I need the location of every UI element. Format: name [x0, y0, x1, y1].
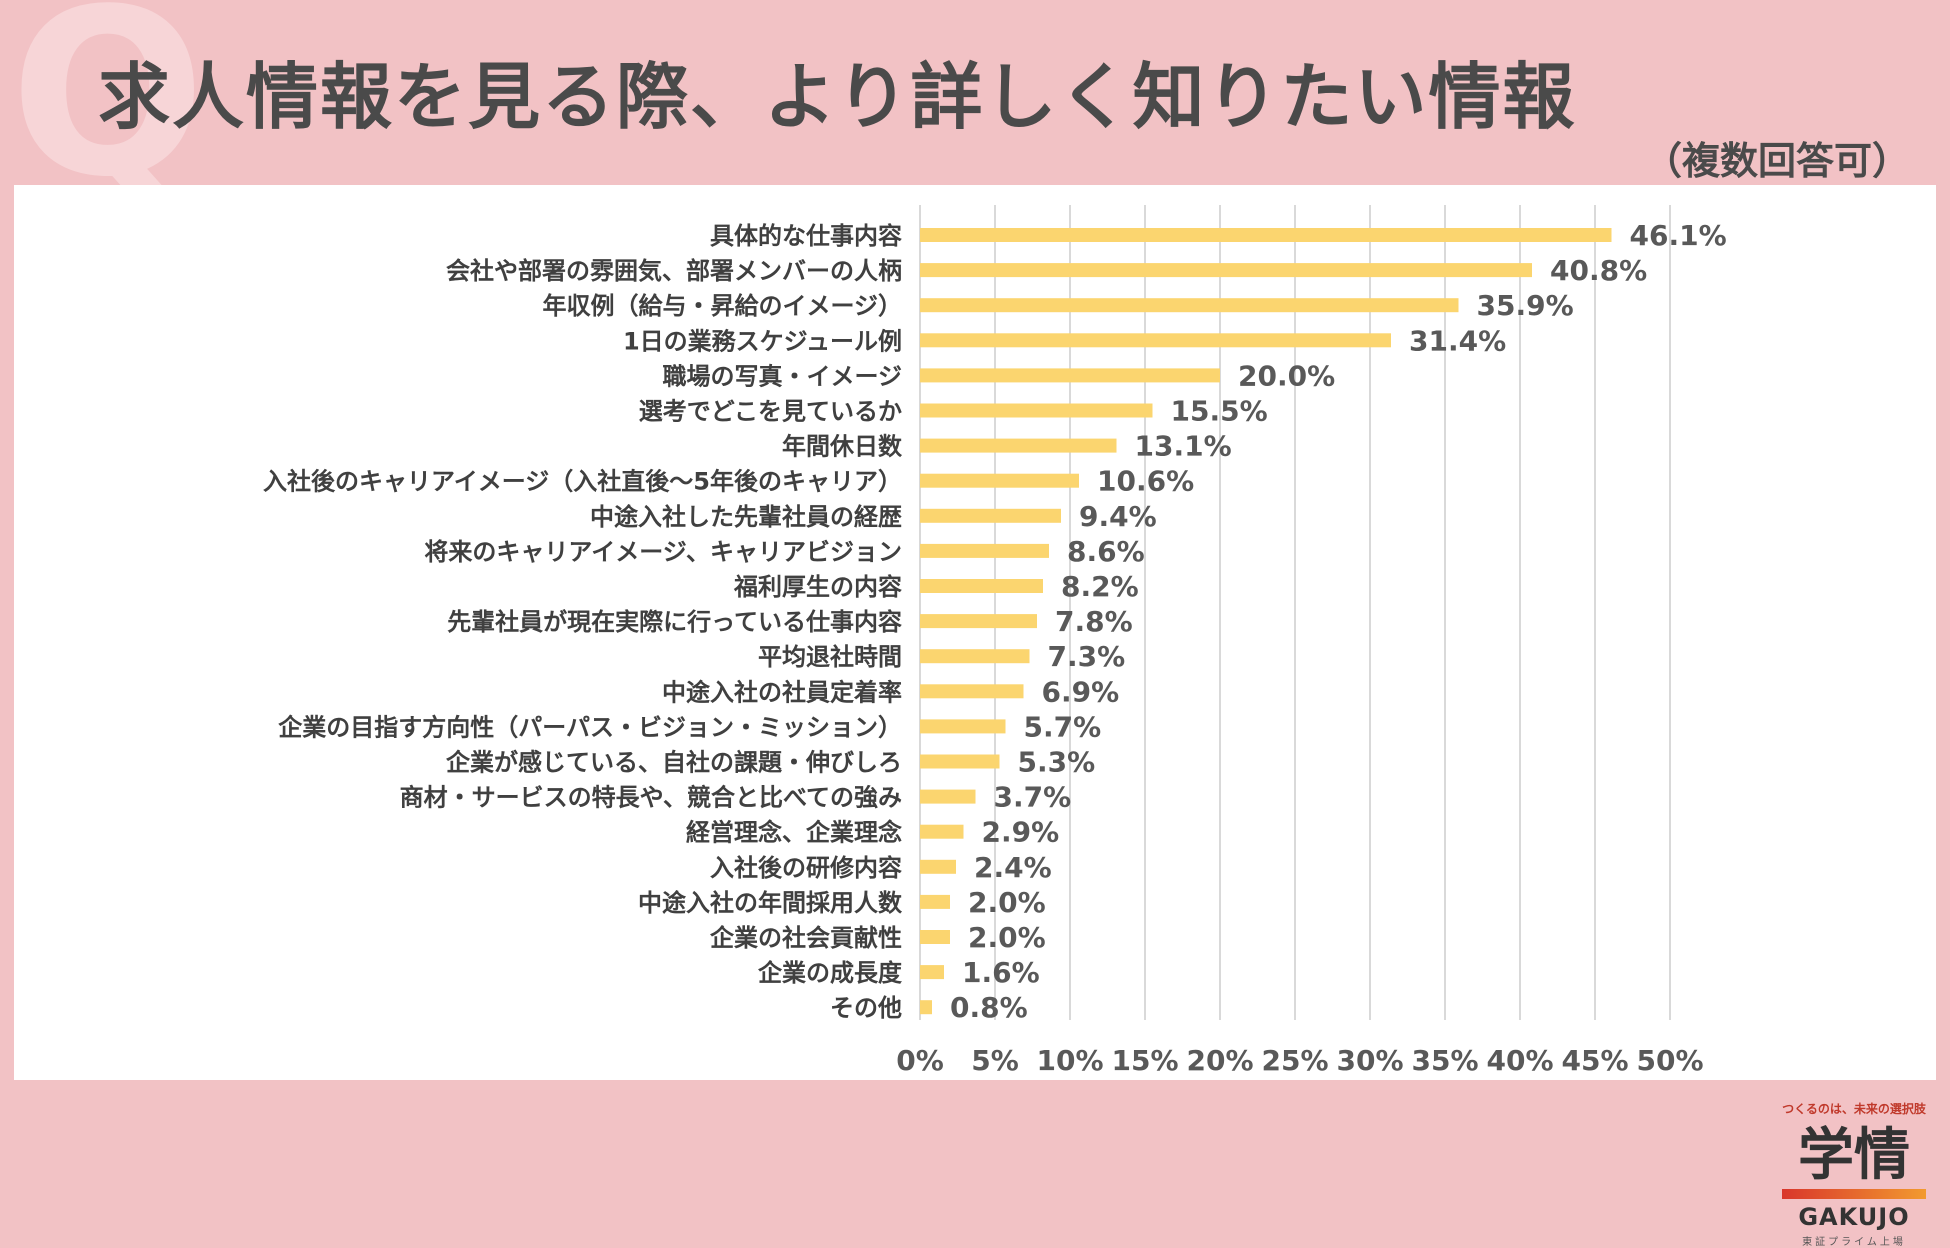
value-label: 5.7%: [1024, 710, 1102, 743]
value-label: 8.2%: [1061, 570, 1139, 603]
bar-7: [920, 473, 1079, 488]
logo-mark: 学情: [1798, 1123, 1910, 1188]
bar-5: [920, 403, 1153, 418]
bar-11: [920, 614, 1037, 629]
bar-9: [920, 543, 1049, 558]
value-label: 3.7%: [994, 781, 1072, 814]
x-tick-label: 10%: [1036, 1044, 1103, 1077]
category-label: 中途入社の社員定着率: [662, 678, 902, 706]
category-label: 会社や部署の雰囲気、部署メンバーの人柄: [446, 257, 902, 285]
value-label: 20.0%: [1238, 359, 1335, 392]
x-tick-label: 0%: [896, 1044, 944, 1077]
category-label: 企業が感じている、自社の課題・伸びしろ: [446, 749, 902, 777]
x-tick-label: 50%: [1636, 1044, 1703, 1077]
bar-2: [920, 298, 1459, 313]
bar-chart: 具体的な仕事内容会社や部署の雰囲気、部署メンバーの人柄年収例（給与・昇給のイメー…: [263, 205, 1727, 1077]
bar-19: [920, 894, 950, 909]
x-tick-label: 45%: [1561, 1044, 1628, 1077]
value-label: 7.8%: [1055, 605, 1133, 638]
x-tick-label: 35%: [1411, 1044, 1478, 1077]
value-label: 7.3%: [1048, 640, 1126, 673]
bar-20: [920, 930, 950, 944]
category-label: 経営理念、企業理念: [686, 819, 902, 847]
bar-14: [920, 719, 1006, 734]
bar-17: [920, 824, 964, 839]
value-label: 2.9%: [982, 816, 1060, 849]
chart-panel: 具体的な仕事内容会社や部署の雰囲気、部署メンバーの人柄年収例（給与・昇給のイメー…: [14, 185, 1936, 1248]
q-watermark: Q: [10, 0, 206, 228]
gakujo-logo: つくるのは、未来の選択肢 学情 GAKUJO 東証プライム上場: [1774, 1100, 1934, 1248]
value-label: 31.4%: [1409, 324, 1506, 357]
x-tick-labels: 0% 5% 10% 15% 20% 25% 30% 35% 40% 45% 50%: [896, 1044, 1703, 1077]
value-label: 46.1%: [1630, 219, 1727, 252]
x-tick-label: 20%: [1186, 1044, 1253, 1077]
value-label: 5.3%: [1018, 746, 1096, 779]
bar-15: [920, 754, 1000, 769]
value-label: 0.8%: [950, 991, 1028, 1024]
category-label: 具体的な仕事内容: [710, 222, 902, 250]
value-label: 1.6%: [962, 956, 1040, 989]
category-label: その他: [830, 994, 902, 1022]
logo-name: GAKUJO: [1798, 1202, 1910, 1231]
bar-1: [920, 263, 1532, 278]
category-label: 入社後のキャリアイメージ（入社直後～5年後のキャリア）: [263, 468, 902, 496]
x-tick-label: 25%: [1261, 1044, 1328, 1077]
category-label: 入社後の研修内容: [710, 854, 902, 882]
bar-3: [920, 333, 1391, 348]
category-label: 福利厚生の内容: [733, 573, 902, 601]
bar-13: [920, 684, 1024, 699]
value-label: 10.6%: [1097, 465, 1194, 498]
category-label: 先輩社員が現在実際に行っている仕事内容: [447, 608, 902, 636]
category-label: 職場の写真・イメージ: [662, 362, 902, 390]
x-tick-label: 30%: [1336, 1044, 1403, 1077]
bar-16: [920, 789, 976, 804]
x-tick-label: 40%: [1486, 1044, 1553, 1077]
category-label: 企業の目指す方向性（パーパス・ビジョン・ミッション）: [278, 713, 902, 741]
value-label: 2.0%: [968, 921, 1046, 954]
bar-12: [920, 649, 1030, 664]
value-label: 15.5%: [1171, 395, 1268, 428]
bars: [920, 228, 1612, 1015]
category-label: 企業の社会貢献性: [710, 924, 902, 952]
category-labels: 具体的な仕事内容会社や部署の雰囲気、部署メンバーの人柄年収例（給与・昇給のイメー…: [263, 222, 903, 1022]
bar-21: [920, 965, 944, 980]
bar-6: [920, 438, 1117, 453]
bar-22: [920, 1000, 932, 1015]
logo-bar: [1782, 1188, 1926, 1199]
page-title: 求人情報を見る際、より詳しく知りたい情報: [98, 55, 1577, 139]
value-label: 2.4%: [974, 851, 1052, 884]
value-label: 35.9%: [1477, 289, 1574, 322]
value-label: 8.6%: [1067, 535, 1145, 568]
x-tick-label: 5%: [971, 1044, 1019, 1077]
category-label: 1日の業務スケジュール例: [623, 327, 902, 355]
category-label: 企業の成長度: [758, 959, 903, 987]
x-tick-label: 15%: [1111, 1044, 1178, 1077]
bar-4: [920, 368, 1220, 383]
category-label: 年間休日数: [782, 433, 903, 461]
bar-18: [920, 859, 956, 874]
page-subtitle: （複数回答可）: [1643, 139, 1910, 183]
value-label: 40.8%: [1550, 254, 1647, 287]
category-label: 商材・サービスの特長や、競合と比べての強み: [400, 784, 902, 812]
bar-0: [920, 228, 1612, 242]
category-label: 中途入社の年間採用人数: [638, 889, 903, 917]
bar-10: [920, 579, 1043, 593]
value-label: 9.4%: [1079, 500, 1157, 533]
value-label: 2.0%: [968, 886, 1046, 919]
category-label: 年収例（給与・昇給のイメージ）: [542, 292, 902, 320]
category-label: 平均退社時間: [758, 643, 902, 671]
logo-sub: 東証プライム上場: [1802, 1236, 1906, 1248]
value-label: 13.1%: [1135, 430, 1232, 463]
category-label: 選考でどこを見ているか: [639, 398, 902, 426]
bar-8: [920, 508, 1061, 523]
category-label: 将来のキャリアイメージ、キャリアビジョン: [424, 538, 902, 566]
value-labels: 46.1%40.8%35.9%31.4% 20.0%15.5%13.1%10.6%…: [950, 219, 1727, 1024]
category-label: 中途入社した先輩社員の経歴: [590, 503, 902, 531]
value-label: 6.9%: [1042, 675, 1120, 708]
logo-tagline: つくるのは、未来の選択肢: [1782, 1102, 1926, 1116]
